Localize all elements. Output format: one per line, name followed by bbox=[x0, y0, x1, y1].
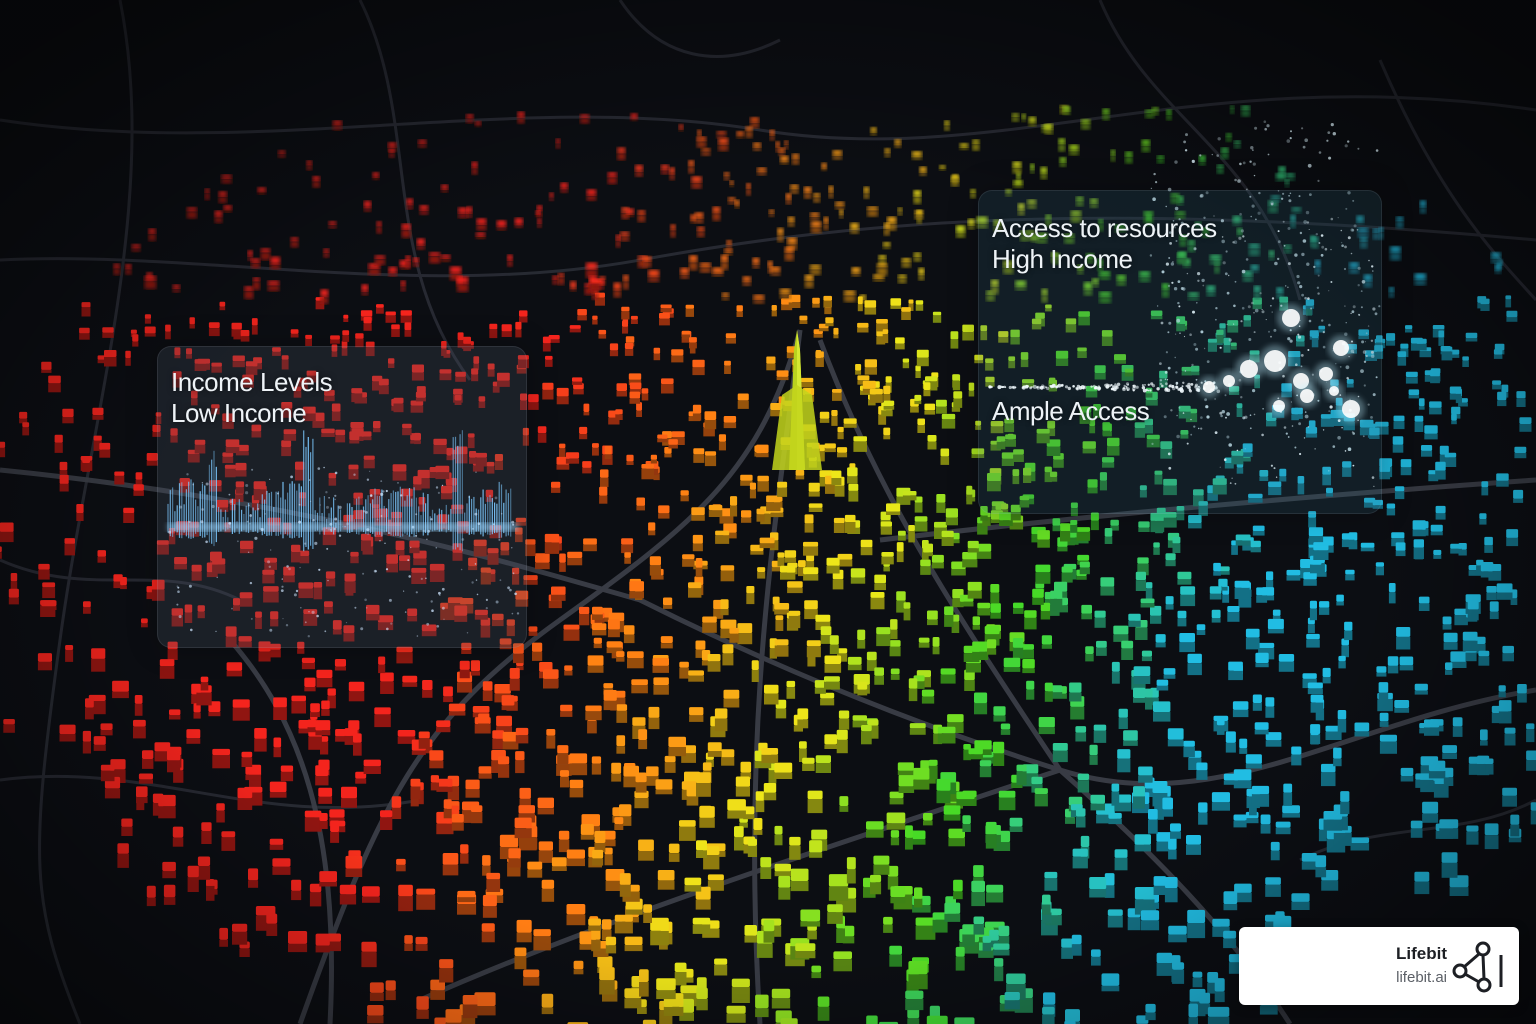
network-nodes-icon bbox=[1452, 941, 1503, 993]
access-to-resources-label: Access to resources bbox=[992, 213, 1217, 243]
lifebit-logo-card[interactable]: Lifebit lifebit.ai bbox=[1239, 927, 1519, 1005]
brand-url: lifebit.ai bbox=[1396, 969, 1447, 986]
brand-name: Lifebit bbox=[1396, 944, 1447, 963]
high-income-label: High Income bbox=[992, 244, 1133, 274]
ample-access-label: Ample Access bbox=[992, 396, 1150, 426]
low-income-label: Low Income bbox=[171, 398, 307, 428]
income-levels-label: Income Levels bbox=[171, 367, 333, 397]
access-resources-panel: Access to resources High Income Ample Ac… bbox=[978, 190, 1382, 514]
income-levels-panel: Income Levels Low Income bbox=[157, 346, 527, 648]
income-waveform bbox=[167, 430, 520, 638]
access-particle-stream bbox=[988, 215, 1376, 487]
